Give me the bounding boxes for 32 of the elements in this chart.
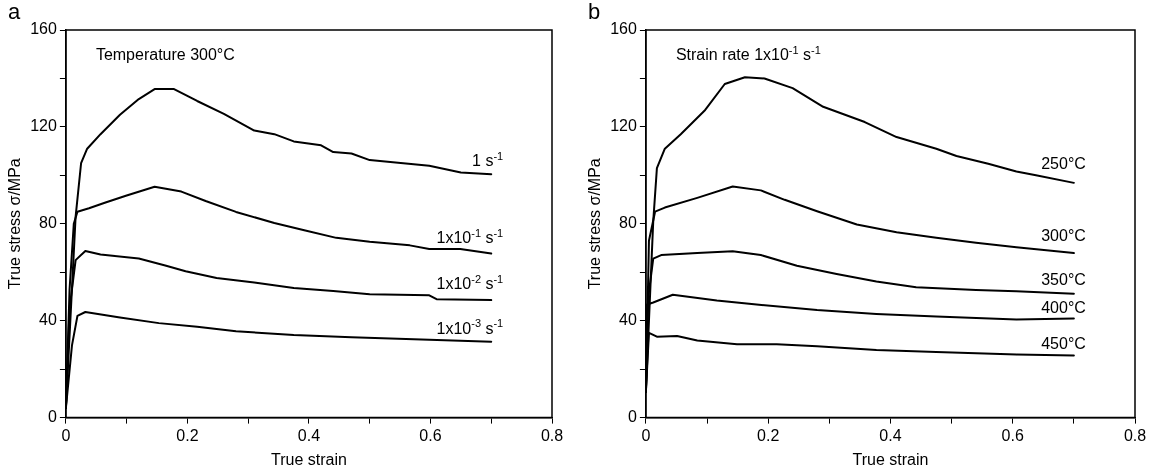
y-tick-label: 0 bbox=[47, 408, 57, 426]
x-tick-label: 0.2 bbox=[176, 426, 199, 444]
annotation: Temperature 300°C bbox=[95, 46, 235, 63]
y-tick-label: 40 bbox=[39, 311, 57, 329]
x-axis-title: True strain bbox=[271, 450, 347, 468]
y-tick-label: 160 bbox=[30, 20, 57, 38]
y-axis-title: True stress σ/MPa bbox=[6, 158, 24, 290]
x-tick-label: 0.4 bbox=[297, 426, 321, 444]
x-tick-label: 0 bbox=[641, 426, 651, 444]
x-tick-label: 0.6 bbox=[419, 426, 442, 444]
series-label: 300°C bbox=[1041, 227, 1086, 245]
y-tick-label: 40 bbox=[619, 311, 637, 329]
y-tick-label: 80 bbox=[619, 214, 637, 232]
series-label: 250°C bbox=[1041, 155, 1086, 173]
y-tick-label: 120 bbox=[610, 117, 637, 135]
x-tick-label: 0.4 bbox=[879, 426, 902, 444]
y-tick-label: 0 bbox=[627, 408, 637, 426]
series-label: 350°C bbox=[1041, 271, 1086, 289]
x-tick-label: 0.6 bbox=[1001, 426, 1024, 444]
chart-title: b bbox=[588, 0, 601, 25]
x-tick-label: 0 bbox=[61, 426, 71, 444]
y-tick-label: 160 bbox=[610, 20, 637, 38]
chart-title: a bbox=[8, 0, 21, 25]
y-tick-label: 80 bbox=[39, 214, 57, 232]
y-tick-label: 120 bbox=[30, 117, 57, 135]
x-tick-label: 0.2 bbox=[757, 426, 780, 444]
x-axis-title: True strain bbox=[852, 450, 929, 468]
y-axis-title: True stress σ/MPa bbox=[586, 158, 604, 290]
x-tick-label: 0.8 bbox=[540, 426, 564, 444]
series-label: 400°C bbox=[1041, 298, 1086, 316]
x-tick-label: 0.8 bbox=[1123, 426, 1147, 444]
series-label: 450°C bbox=[1041, 334, 1086, 352]
